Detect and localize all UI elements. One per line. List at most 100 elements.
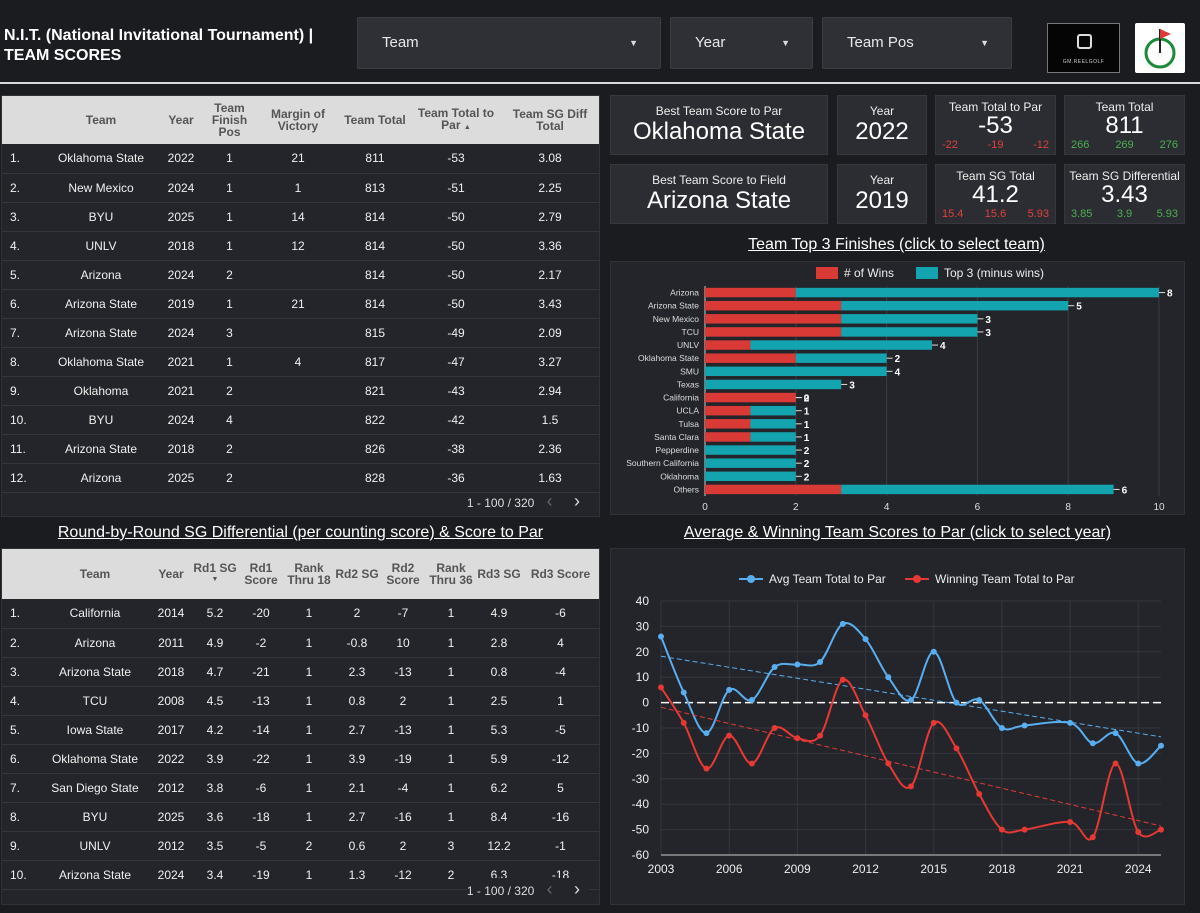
team-total-subs: 266 269 276	[1071, 139, 1178, 151]
legend-label-1: Winning Team Total to Par	[935, 572, 1075, 586]
best-team-par-value: Oklahoma State	[632, 118, 806, 145]
table-cell: 2	[380, 686, 426, 716]
col-margin[interactable]: Margin of Victory	[271, 107, 325, 133]
table-cell: 3.5	[192, 831, 238, 861]
team-scores-table: Team Year Team Finish Pos Margin of Vict…	[2, 96, 599, 493]
table-row[interactable]: 8. BYU 2025 3.6 -18 1 2.7 -16 1 8.4 -16	[2, 802, 599, 832]
table-row[interactable]: 9. UNLV 2012 3.5 -5 2 0.6 2 3 12.2 -1	[2, 831, 599, 861]
table-row[interactable]: 9. Oklahoma 2021 2 821 -43 2.94	[2, 376, 599, 406]
col-year[interactable]: Year	[158, 567, 184, 581]
table-cell: -0.8	[334, 628, 380, 658]
table-row[interactable]: 1. California 2014 5.2 -20 1 2 -7 1 4.9 -6	[2, 599, 599, 629]
team-pos-filter-dropdown[interactable]: Team Pos ▼	[822, 17, 1012, 69]
table-cell: Oklahoma State	[42, 347, 160, 377]
col-year[interactable]: Year	[168, 113, 194, 127]
table-cell: 1	[426, 802, 476, 832]
table-cell: -36	[411, 463, 501, 493]
y-tick-label: -60	[632, 848, 650, 862]
table-row[interactable]: 5. Iowa State 2017 4.2 -14 1 2.7 -13 1 5.3 -5	[2, 715, 599, 745]
category-label: UNLV	[677, 340, 699, 350]
round-table-pager: 1 - 100 / 320 ‹ ›	[466, 878, 589, 900]
bar-top3	[841, 327, 978, 337]
col-rd3-score[interactable]: Rd3 Score	[530, 567, 591, 581]
scores-line-chart[interactable]: Avg Team Total to Par Winning Team Total …	[611, 549, 1184, 904]
table-row[interactable]: 8. Oklahoma State 2021 1 4 817 -47 3.27	[2, 347, 599, 377]
table-cell: 817	[339, 347, 411, 377]
col-team[interactable]: Team	[85, 113, 117, 127]
table-cell: 1.	[2, 144, 42, 174]
table-cell: 1	[426, 599, 476, 629]
table-row[interactable]: 10. Arizona State 2024 3.4 -19 1 1.3 -12 2 6.3 -18	[2, 860, 599, 890]
col-team-total[interactable]: Team Total	[344, 113, 406, 127]
top3-chart-title[interactable]: Team Top 3 Finishes (click to select tea…	[748, 236, 1045, 253]
next-page-icon[interactable]: ›	[574, 879, 580, 899]
table-row[interactable]: 6. Arizona State 2019 1 21 814 -50 3.43	[2, 289, 599, 319]
col-rd1-sg[interactable]: Rd1 SG ▼	[192, 549, 238, 599]
golf-flag-logo[interactable]	[1135, 23, 1185, 73]
category-label: SMU	[680, 366, 699, 376]
table-row[interactable]: 2. New Mexico 2024 1 1 813 -51 2.25	[2, 173, 599, 203]
table-row[interactable]: 5. Arizona 2024 2 814 -50 2.17	[2, 260, 599, 290]
year-filter-dropdown[interactable]: Year ▼	[670, 17, 813, 69]
table-cell: BYU	[40, 802, 150, 832]
table-row[interactable]: 2. Arizona 2011 4.9 -2 1 -0.8 10 1 2.8 4	[2, 628, 599, 658]
col-rd1-score[interactable]: Rd1 Score	[244, 561, 278, 587]
x-tick-label: 2024	[1125, 862, 1152, 876]
rd2-sg-diff: 3.9	[1116, 208, 1133, 220]
gm-reelgolf-logo[interactable]: GM.REELGOLF	[1047, 23, 1120, 73]
prev-page-icon[interactable]: ‹	[546, 879, 553, 899]
table-cell: 2008	[150, 686, 192, 716]
table-cell: -47	[411, 347, 501, 377]
table-row[interactable]: 1. Oklahoma State 2022 1 21 811 -53 3.08	[2, 144, 599, 174]
prev-page-icon[interactable]: ‹	[546, 491, 553, 511]
col-rank-36[interactable]: Rank Thru 36	[429, 561, 473, 587]
col-sg-diff[interactable]: Team SG Diff Total	[512, 107, 588, 133]
data-point-1	[748, 760, 755, 767]
table-row[interactable]: 6. Oklahoma State 2022 3.9 -22 1 3.9 -19 1 5.9 -12	[2, 744, 599, 774]
col-rd3-sg[interactable]: Rd3 SG	[477, 567, 521, 581]
trendline-0	[660, 655, 1162, 738]
header: N.I.T. (National Invitational Tournament…	[0, 0, 1200, 84]
col-rd2-sg[interactable]: Rd2 SG	[335, 567, 379, 581]
top3-bar-chart[interactable]: # of Wins Top 3 (minus wins)0 2 4 6 8 10Arizon…	[611, 262, 1184, 514]
table-cell: 1	[284, 860, 334, 890]
data-point-0	[953, 699, 960, 706]
col-finish-pos[interactable]: Team Finish Pos	[211, 101, 248, 139]
table-row[interactable]: 4. UNLV 2018 1 12 814 -50 3.36	[2, 231, 599, 261]
data-point-1	[817, 732, 824, 739]
table-cell: -50	[411, 202, 501, 232]
table-cell: 4.	[2, 686, 40, 716]
col-team[interactable]: Team	[79, 567, 111, 581]
data-label-top3: 3	[985, 315, 991, 326]
col-rank-18[interactable]: Rank Thru 18	[287, 561, 331, 587]
next-page-icon[interactable]: ›	[574, 491, 580, 511]
team-filter-dropdown[interactable]: Team ▼	[357, 17, 661, 69]
bar-wins	[705, 392, 796, 403]
col-total-to-par[interactable]: Team Total to Par ▲	[411, 96, 501, 144]
team-total-par-label: Team Total to Par	[948, 100, 1043, 114]
table-cell: Arizona State	[40, 860, 150, 890]
table-row[interactable]: 4. TCU 2008 4.5 -13 1 0.8 2 1 2.5 1	[2, 686, 599, 716]
table-row[interactable]: 3. BYU 2025 1 14 814 -50 2.79	[2, 202, 599, 232]
table-row[interactable]: 10. BYU 2024 4 822 -42 1.5	[2, 405, 599, 435]
x-tick-label: 4	[884, 502, 890, 513]
data-label-top3: 3	[849, 380, 855, 391]
bar-wins	[705, 314, 842, 324]
col-rd2-score[interactable]: Rd2 Score	[386, 561, 420, 587]
table-row[interactable]: 12. Arizona 2025 2 828 -36 1.63	[2, 463, 599, 493]
table-cell: 1	[202, 231, 257, 261]
y-tick-label: 10	[636, 670, 650, 684]
x-tick-label: 10	[1153, 502, 1165, 513]
line-chart-title[interactable]: Average & Winning Team Scores to Par (cl…	[683, 524, 1112, 541]
data-label-top3: 8	[1167, 289, 1173, 300]
team-sg-diff-subs: 3.85 3.9 5.93	[1071, 208, 1178, 220]
table-row[interactable]: 3. Arizona State 2018 4.7 -21 1 2.3 -13 1 0.8 -4	[2, 657, 599, 687]
table-row[interactable]: 7. Arizona State 2024 3 815 -49 2.09	[2, 318, 599, 348]
x-tick-label: 2006	[716, 862, 743, 876]
table-row[interactable]: 7. San Diego State 2012 3.8 -6 1 2.1 -4 1 6.2 5	[2, 773, 599, 803]
data-point-1	[930, 719, 937, 726]
col-index	[2, 549, 40, 599]
table-cell: -13	[238, 686, 284, 716]
table-cell: 12.	[2, 463, 42, 493]
table-row[interactable]: 11. Arizona State 2018 2 826 -38 2.36	[2, 434, 599, 464]
